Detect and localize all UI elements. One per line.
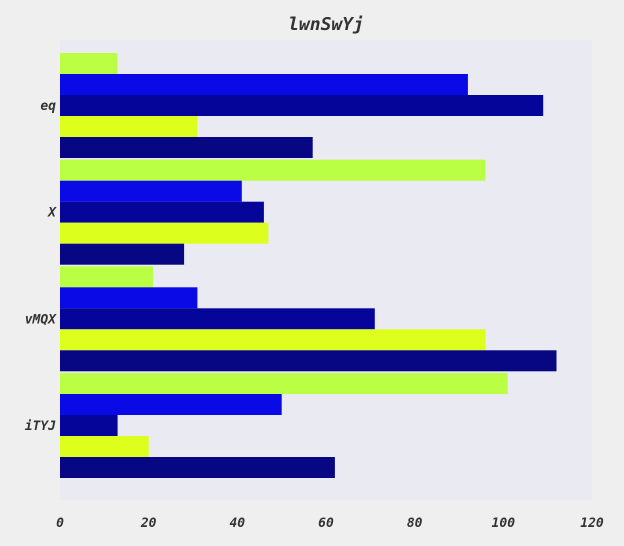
bar-X-series-1 xyxy=(60,159,486,181)
x-tick-label: 40 xyxy=(229,516,245,531)
bars-group xyxy=(60,53,557,478)
bar-iTYJ-series-4 xyxy=(60,436,149,457)
bar-iTYJ-series-2 xyxy=(60,394,282,415)
x-tick-label: 120 xyxy=(580,516,604,531)
bar-iTYJ-series-1 xyxy=(60,373,508,394)
x-tick-label: 20 xyxy=(140,516,157,531)
y-tick-label: vMQX xyxy=(25,312,57,327)
x-tick-label: 80 xyxy=(407,516,423,531)
y-tick-label: eq xyxy=(40,99,56,114)
bar-vMQX-series-2 xyxy=(60,287,198,309)
bar-X-series-3 xyxy=(60,201,264,223)
x-tick-label: 60 xyxy=(318,516,334,531)
bar-vMQX-series-5 xyxy=(60,350,557,372)
x-tick-label: 100 xyxy=(492,516,516,531)
x-tick-label: 0 xyxy=(56,516,64,531)
bar-eq-series-4 xyxy=(60,116,198,137)
y-tick-label: X xyxy=(47,206,57,221)
bar-X-series-5 xyxy=(60,243,185,265)
bar-vMQX-series-1 xyxy=(60,266,154,288)
bar-eq-series-5 xyxy=(60,137,313,158)
chart-title: lwnSwYj xyxy=(288,14,364,35)
bar-eq-series-3 xyxy=(60,95,544,116)
bar-vMQX-series-3 xyxy=(60,308,375,330)
bar-X-series-2 xyxy=(60,180,242,202)
bar-iTYJ-series-5 xyxy=(60,457,335,478)
y-tick-label: iTYJ xyxy=(25,419,56,434)
x-tick-labels: 0 20 40 60 80 100 120 xyxy=(56,516,604,531)
bar-iTYJ-series-3 xyxy=(60,415,118,436)
bar-X-series-4 xyxy=(60,222,269,244)
bar-eq-series-2 xyxy=(60,74,468,95)
bar-vMQX-series-4 xyxy=(60,329,486,351)
bar-eq-series-1 xyxy=(60,53,118,74)
